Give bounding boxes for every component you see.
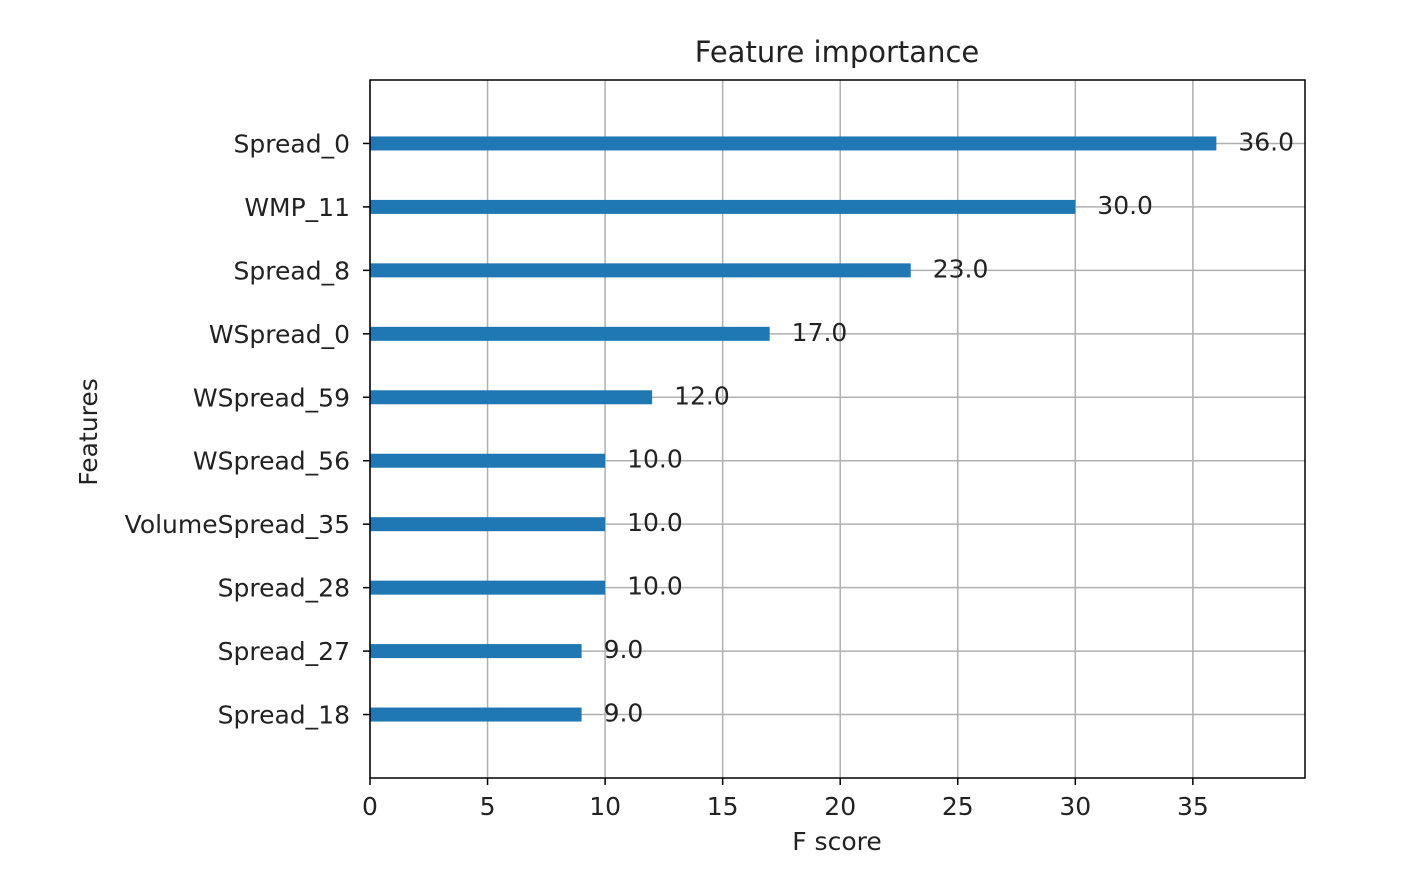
value-label: 23.0 xyxy=(933,254,989,283)
y-tick-label: WSpread_56 xyxy=(193,447,350,476)
x-tick-label: 15 xyxy=(707,792,739,821)
bar xyxy=(370,390,653,405)
value-label: 10.0 xyxy=(627,508,683,537)
y-tick-label: VolumeSpread_35 xyxy=(125,510,350,539)
y-tick-label: Spread_28 xyxy=(218,574,350,603)
plot-area: 0 5 10 15 20 25 30 35 Spread_0 WMP_11 Spread_8 WSpr… xyxy=(125,80,1305,821)
y-tick-label: Spread_0 xyxy=(234,129,350,158)
axes-frame xyxy=(369,79,1306,779)
bar xyxy=(370,707,582,722)
bar xyxy=(370,136,1217,151)
y-tick-label: WMP_11 xyxy=(244,193,350,222)
value-label: 9.0 xyxy=(604,699,644,728)
value-label: 9.0 xyxy=(604,635,644,664)
bar xyxy=(370,453,606,468)
value-label: 10.0 xyxy=(627,572,683,601)
value-label: 30.0 xyxy=(1097,191,1153,220)
value-label: 10.0 xyxy=(627,445,683,474)
value-label: 12.0 xyxy=(674,381,730,410)
value-label: 36.0 xyxy=(1238,127,1294,156)
x-tick-label: 35 xyxy=(1177,792,1209,821)
y-tick-label: Spread_8 xyxy=(234,256,350,285)
x-tick-label: 30 xyxy=(1059,792,1091,821)
y-tick-label: WSpread_0 xyxy=(209,320,350,349)
x-tick-label: 0 xyxy=(362,792,378,821)
bar xyxy=(370,263,911,278)
x-tick-label: 20 xyxy=(824,792,856,821)
y-tick-label: Spread_18 xyxy=(218,701,350,730)
bar xyxy=(370,517,606,532)
y-tick-label: Spread_27 xyxy=(218,637,350,666)
x-tick-label: 10 xyxy=(589,792,621,821)
bar xyxy=(370,580,606,595)
y-tick-label: WSpread_59 xyxy=(193,383,350,412)
y-axis-label: Features xyxy=(74,378,103,486)
chart-title: Feature importance xyxy=(695,35,980,69)
bar xyxy=(370,644,582,659)
x-tick-label: 25 xyxy=(942,792,974,821)
x-tick-label: 5 xyxy=(480,792,496,821)
bar xyxy=(370,326,770,341)
bar xyxy=(370,199,1076,214)
value-label: 17.0 xyxy=(792,318,848,347)
x-axis-label: F score xyxy=(792,827,882,856)
